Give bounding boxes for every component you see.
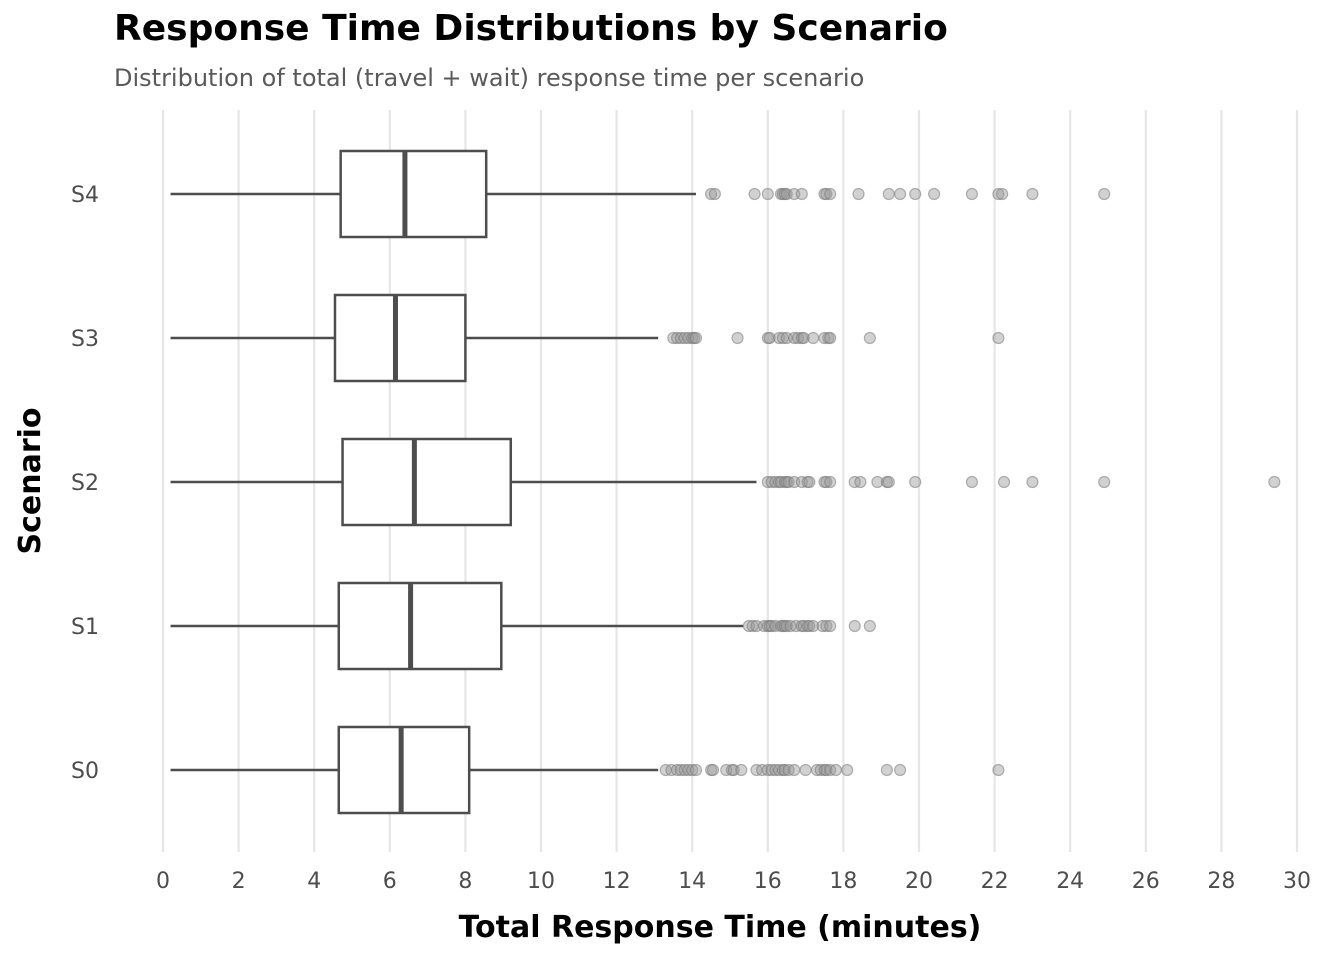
x-tick-label-30: 30 bbox=[1283, 869, 1311, 894]
y-axis-title: Scenario bbox=[13, 407, 48, 554]
outlier-point-s2-14 bbox=[824, 475, 837, 489]
x-tick-label-28: 28 bbox=[1207, 869, 1235, 894]
outlier-point-s4-9 bbox=[795, 187, 808, 201]
outlier-point-s1-22 bbox=[848, 619, 861, 633]
outlier-point-s3-7 bbox=[689, 331, 703, 345]
outlier-point-s3-8 bbox=[731, 331, 744, 345]
outlier-point-s3-17 bbox=[797, 331, 810, 345]
outlier-point-s3-18 bbox=[807, 331, 820, 345]
x-tick-label-22: 22 bbox=[981, 869, 1009, 894]
outlier-point-s1-17 bbox=[803, 619, 816, 633]
x-tick-label-18: 18 bbox=[829, 869, 857, 894]
outlier-point-s0-13 bbox=[735, 763, 748, 777]
y-tick-label-s1: S1 bbox=[71, 615, 99, 640]
box-s2 bbox=[341, 437, 513, 527]
outlier-point-s4-12 bbox=[824, 187, 837, 201]
outlier-point-s4-11 bbox=[820, 187, 833, 201]
box-s0 bbox=[337, 725, 471, 815]
x-axis-ticks: 0 2 4 6 8 10 12 14 16 18 20 22 24 26 28 30 bbox=[156, 869, 1311, 894]
outlier-point-s3-10 bbox=[763, 331, 776, 345]
outlier-point-s0-24 bbox=[799, 763, 812, 777]
outlier-point-s2-20 bbox=[909, 475, 922, 489]
outlier-point-s1-21 bbox=[824, 619, 837, 633]
outlier-point-s3-22 bbox=[863, 331, 876, 345]
outlier-point-s4-19 bbox=[992, 187, 1005, 201]
box-s3 bbox=[333, 293, 467, 383]
outlier-point-s4-16 bbox=[909, 187, 922, 201]
outlier-point-s4-15 bbox=[893, 187, 907, 201]
outlier-point-s2-24 bbox=[1098, 475, 1111, 489]
y-tick-label-s3: S3 bbox=[71, 327, 99, 352]
x-tick-label-14: 14 bbox=[678, 869, 706, 894]
outlier-point-s0-21 bbox=[778, 763, 791, 777]
outlier-point-s4-0 bbox=[704, 187, 718, 201]
outlier-point-s4-14 bbox=[882, 187, 895, 201]
x-tick-label-0: 0 bbox=[156, 869, 170, 894]
x-tick-label-2: 2 bbox=[232, 869, 246, 894]
outlier-point-s0-30 bbox=[829, 763, 842, 777]
x-tick-label-6: 6 bbox=[383, 869, 397, 894]
outlier-point-s0-32 bbox=[880, 763, 893, 777]
outlier-point-s1-20 bbox=[820, 619, 833, 633]
outlier-point-s0-34 bbox=[992, 763, 1005, 777]
outlier-point-s4-17 bbox=[928, 187, 941, 201]
outlier-point-s0-31 bbox=[841, 763, 854, 777]
x-tick-label-26: 26 bbox=[1132, 869, 1160, 894]
y-axis-ticks: S4 S3 S2 S1 S0 bbox=[71, 183, 99, 784]
outlier-point-s0-33 bbox=[893, 763, 907, 777]
outlier-point-s0-7 bbox=[689, 763, 703, 777]
outlier-point-s2-21 bbox=[965, 475, 979, 489]
outlier-point-s2-13 bbox=[820, 475, 833, 489]
box-s1 bbox=[337, 581, 503, 671]
outlier-point-s2-19 bbox=[882, 475, 895, 489]
outlier-point-s2-11 bbox=[803, 475, 816, 489]
outlier-point-s3-23 bbox=[992, 331, 1005, 345]
y-tick-label-s2: S2 bbox=[71, 471, 99, 496]
x-tick-label-24: 24 bbox=[1056, 869, 1084, 894]
outlier-point-s4-13 bbox=[852, 187, 865, 201]
outlier-point-s4-21 bbox=[1026, 187, 1039, 201]
outlier-point-s4-1 bbox=[708, 187, 721, 201]
outlier-point-s3-21 bbox=[824, 331, 837, 345]
outlier-point-s0-9 bbox=[706, 763, 720, 777]
outlier-point-s0-23 bbox=[788, 763, 801, 777]
x-tick-label-20: 20 bbox=[905, 869, 933, 894]
x-axis-title: Total Response Time (minutes) bbox=[459, 910, 982, 945]
outlier-point-s4-22 bbox=[1098, 187, 1111, 201]
outlier-point-s4-2 bbox=[748, 187, 761, 201]
outlier-point-s2-23 bbox=[1026, 475, 1039, 489]
chart-title: Response Time Distributions by Scenario bbox=[114, 8, 948, 49]
outlier-point-s1-11 bbox=[780, 619, 793, 633]
box-s4 bbox=[339, 149, 488, 239]
y-tick-label-s4: S4 bbox=[71, 183, 99, 208]
outlier-point-s2-16 bbox=[854, 475, 867, 489]
outlier-point-s1-23 bbox=[863, 619, 876, 633]
outlier-point-s2-22 bbox=[997, 475, 1011, 489]
x-tick-label-16: 16 bbox=[754, 869, 782, 894]
outlier-point-s4-3 bbox=[761, 187, 774, 201]
x-tick-label-8: 8 bbox=[458, 869, 472, 894]
outlier-point-s4-20 bbox=[996, 187, 1009, 201]
chart-subtitle: Distribution of total (travel + wait) re… bbox=[114, 64, 865, 92]
outlier-point-s0-6 bbox=[686, 763, 699, 777]
x-tick-label-10: 10 bbox=[527, 869, 555, 894]
x-tick-label-4: 4 bbox=[307, 869, 321, 894]
boxes bbox=[170, 149, 757, 815]
outlier-point-s0-28 bbox=[820, 763, 833, 777]
outlier-points bbox=[659, 187, 1281, 777]
x-tick-label-12: 12 bbox=[603, 869, 631, 894]
outlier-point-s4-18 bbox=[965, 187, 979, 201]
y-tick-label-s0: S0 bbox=[71, 759, 99, 784]
outlier-point-s1-18 bbox=[807, 619, 820, 633]
outlier-point-s2-25 bbox=[1268, 475, 1281, 489]
